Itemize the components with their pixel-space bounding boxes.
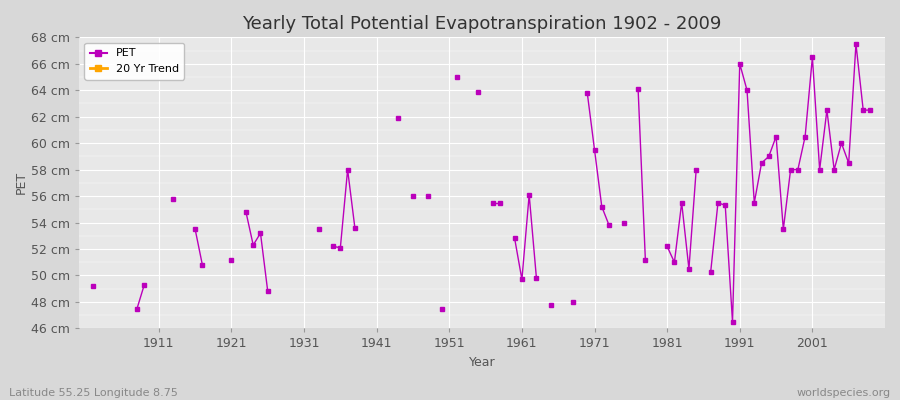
X-axis label: Year: Year — [469, 356, 495, 369]
Text: worldspecies.org: worldspecies.org — [796, 388, 891, 398]
Legend: PET, 20 Yr Trend: PET, 20 Yr Trend — [85, 43, 184, 80]
Y-axis label: PET: PET — [15, 171, 28, 194]
Text: Latitude 55.25 Longitude 8.75: Latitude 55.25 Longitude 8.75 — [9, 388, 178, 398]
Title: Yearly Total Potential Evapotranspiration 1902 - 2009: Yearly Total Potential Evapotranspiratio… — [242, 15, 722, 33]
